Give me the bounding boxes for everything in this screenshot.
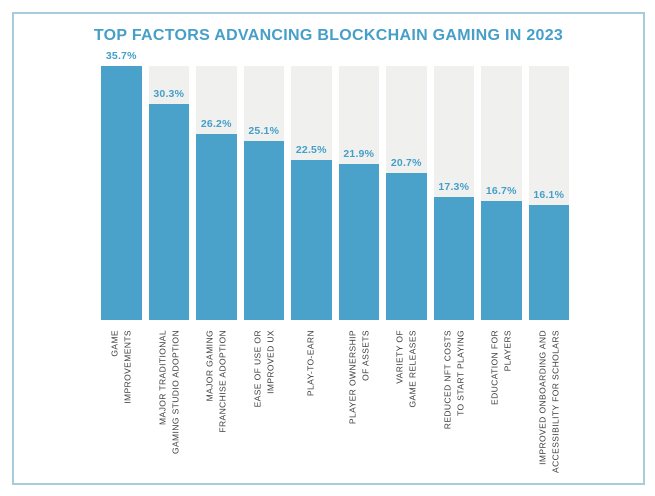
- category-label: EDUCATION FOR PLAYERS: [489, 330, 513, 405]
- bar-track: 17.3%: [433, 66, 474, 320]
- bar-value-label: 22.5%: [295, 143, 327, 156]
- category-label: EASE OF USE OR IMPROVED UX: [252, 330, 275, 408]
- bar: [101, 66, 142, 320]
- category-label: GAME IMPROVEMENTS: [109, 330, 133, 404]
- bar: [148, 104, 189, 320]
- category-label: VARIETY OF GAME RELEASES: [394, 330, 418, 408]
- x-axis-labels: GAME IMPROVEMENTS MAJOR TRADITIONAL GAMIN…: [101, 330, 569, 475]
- bar: [243, 141, 284, 320]
- chart-title: TOP FACTORS ADVANCING BLOCKCHAIN GAMING …: [93, 27, 564, 44]
- bar-track: 20.7%: [386, 66, 427, 320]
- bar-plot-area: 35.7% 30.3% 26.2% 25.1% 22.5% 21.9% 20.7% 17.3%…: [101, 50, 569, 320]
- category-label: PLAY-TO-EARN: [305, 330, 316, 397]
- chart-frame: TOP FACTORS ADVANCING BLOCKCHAIN GAMING …: [12, 12, 645, 485]
- bar-value-label: 16.7%: [485, 185, 517, 198]
- bar-value-label: 21.9%: [343, 148, 375, 161]
- bar-value-label: 25.1%: [248, 125, 280, 138]
- category-label: MAJOR GAMING FRANCHISE ADOPTION: [204, 330, 228, 433]
- bar-track: 16.7%: [481, 66, 522, 320]
- bar: [386, 172, 427, 320]
- axis-label-cell: REDUCED NFT COSTS TO START PLAYING: [434, 330, 475, 475]
- axis-label-cell: GAME IMPROVEMENTS: [101, 330, 142, 475]
- bar-value-label: 16.1%: [533, 189, 565, 202]
- bar: [291, 159, 332, 320]
- bar-track: 21.9%: [338, 66, 379, 320]
- bar-track: 25.1%: [243, 66, 284, 320]
- bar-track: 26.2%: [196, 66, 237, 320]
- bar-value-label: 35.7%: [105, 50, 137, 62]
- axis-label-cell: IMPROVED ONBOARDING AND ACCESSIBILITY FO…: [529, 330, 570, 475]
- category-label: PLAYER OWNERSHIP OF ASSETS: [347, 330, 370, 425]
- bar-value-label: 20.7%: [390, 156, 422, 169]
- bar-track: 30.3%: [148, 66, 189, 320]
- bar-value-label: 17.3%: [438, 180, 470, 193]
- axis-label-cell: EDUCATION FOR PLAYERS: [481, 330, 522, 475]
- axis-label-cell: MAJOR GAMING FRANCHISE ADOPTION: [196, 330, 237, 475]
- category-label: IMPROVED ONBOARDING AND ACCESSIBILITY FO…: [537, 330, 560, 473]
- bar: [481, 201, 522, 320]
- category-label: MAJOR TRADITIONAL GAMING STUDIO ADOPTION: [157, 330, 180, 455]
- axis-label-cell: PLAYER OWNERSHIP OF ASSETS: [339, 330, 380, 475]
- bar-track: 35.7%: [101, 50, 142, 320]
- axis-label-cell: MAJOR TRADITIONAL GAMING STUDIO ADOPTION: [149, 330, 190, 475]
- category-label: REDUCED NFT COSTS TO START PLAYING: [442, 330, 465, 430]
- axis-label-cell: PLAY-TO-EARN: [291, 330, 332, 475]
- bar-value-label: 30.3%: [153, 88, 185, 101]
- bar-value-label: 26.2%: [200, 117, 232, 130]
- axis-label-cell: EASE OF USE OR IMPROVED UX: [244, 330, 285, 475]
- axis-label-cell: VARIETY OF GAME RELEASES: [386, 330, 427, 475]
- bar-track: 16.1%: [528, 66, 569, 320]
- bar: [433, 196, 474, 320]
- bar-track: 22.5%: [291, 66, 332, 320]
- bar: [528, 205, 569, 320]
- bar: [196, 133, 237, 320]
- bar: [338, 164, 379, 320]
